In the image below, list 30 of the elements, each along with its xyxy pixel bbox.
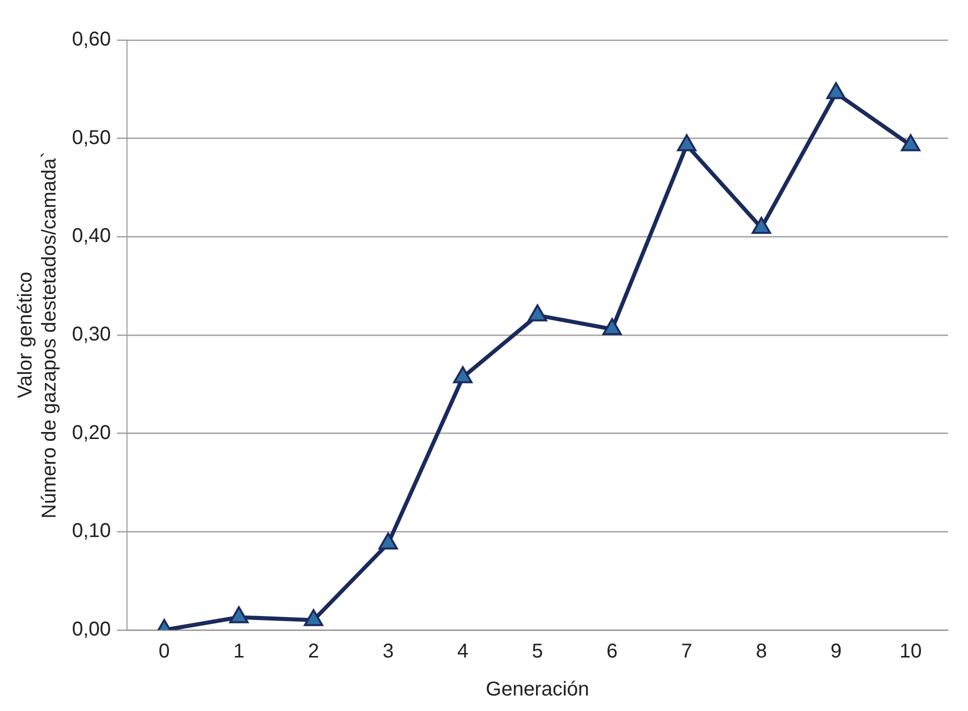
x-tick-label: 9 xyxy=(830,640,842,663)
x-tick-label: 7 xyxy=(681,640,692,663)
y-tick-label: 0,60 xyxy=(72,28,111,51)
y-tick-label: 0,40 xyxy=(72,225,111,248)
y-tick-label: 0,10 xyxy=(72,520,111,542)
y-tick-label: 0,50 xyxy=(72,126,111,149)
x-tick-label: 1 xyxy=(233,640,244,663)
point xyxy=(378,532,398,550)
point xyxy=(901,134,920,152)
point xyxy=(752,216,772,234)
x-tick-label: 5 xyxy=(532,640,544,663)
x-tick-label: 3 xyxy=(382,640,394,663)
point xyxy=(826,82,846,100)
y-tick-label: 0,30 xyxy=(72,324,111,346)
point xyxy=(528,304,548,322)
x-tick-label: 2 xyxy=(308,640,320,663)
point xyxy=(304,609,324,626)
x-axis-title: Generación xyxy=(486,678,590,701)
point xyxy=(229,606,249,624)
x-tick-label: 10 xyxy=(900,640,922,663)
x-tick-label: 0 xyxy=(158,640,170,663)
x-tick-label: 4 xyxy=(457,640,468,663)
point xyxy=(677,134,696,152)
x-tick-label: 6 xyxy=(606,640,618,663)
y-axis-title: Valor genético Número de gazapos destetados/camada` xyxy=(14,152,61,518)
point xyxy=(602,318,622,336)
x-tick-label: 8 xyxy=(756,640,767,663)
point xyxy=(453,366,472,384)
y-tick-label: 0,20 xyxy=(72,422,111,444)
y-tick-label: 0,00 xyxy=(72,618,111,641)
